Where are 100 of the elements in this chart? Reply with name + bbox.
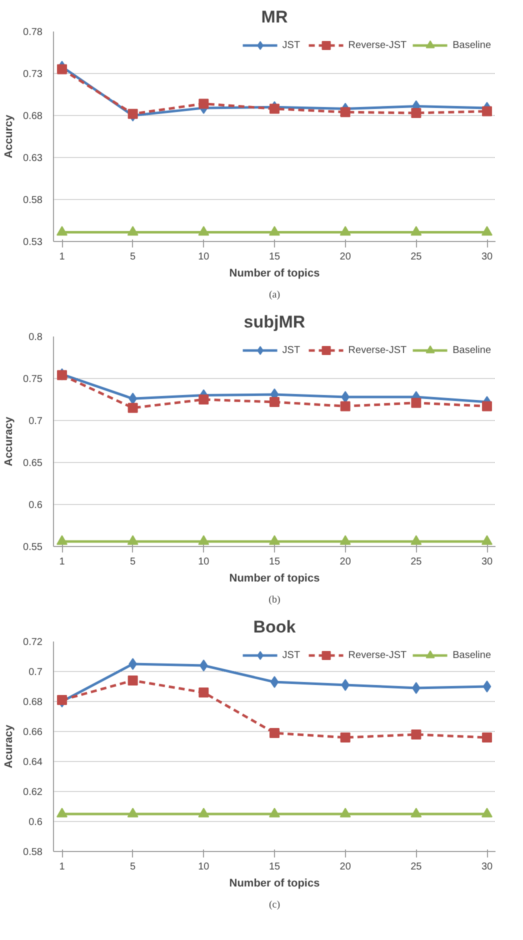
x-tick-label: 25 (410, 556, 422, 568)
point (270, 728, 280, 738)
x-tick-label: 30 (481, 862, 493, 872)
y-tick-label: 0.64 (23, 757, 43, 768)
point (270, 397, 280, 408)
point (56, 535, 68, 545)
point (410, 226, 422, 236)
legend-label: Reverse-JST (348, 344, 407, 356)
x-tick-label: 30 (481, 556, 493, 568)
point (340, 107, 350, 118)
x-tick-label: 5 (130, 862, 136, 872)
y-tick-label: 0.58 (23, 847, 43, 858)
legend-label: Reverse-JST (348, 40, 407, 50)
point (340, 732, 350, 742)
y-tick-label: 0.7 (28, 416, 43, 427)
x-tick-label: 1 (59, 556, 66, 568)
y-tick-label: 0.66 (23, 727, 43, 738)
point (482, 226, 492, 236)
chart-title: subjMR (244, 312, 306, 332)
x-axis-title: Number of topics (229, 268, 320, 280)
legend-label: JST (282, 650, 302, 660)
y-axis-title: Acuracy (3, 724, 16, 768)
point (269, 808, 280, 818)
point (128, 658, 137, 670)
point (127, 808, 138, 818)
text: (a) (268, 290, 280, 300)
point (128, 402, 138, 413)
legend-label: JST (282, 40, 302, 50)
point (340, 535, 351, 545)
y-tick-label: 0.6 (28, 500, 43, 511)
x-tick-label: 5 (130, 252, 136, 262)
point (341, 679, 350, 691)
y-tick-label: 0.68 (23, 697, 43, 708)
point (269, 226, 280, 236)
point (269, 535, 280, 545)
y-tick-label: 0.63 (23, 153, 43, 164)
y-tick-label: 0.8 (28, 332, 43, 343)
x-tick-label: 25 (410, 252, 422, 262)
point (482, 808, 492, 818)
point (340, 401, 350, 412)
y-tick-label: 0.72 (23, 637, 43, 648)
x-axis-title: Number of topics (229, 572, 320, 584)
point (482, 401, 492, 412)
point (411, 398, 422, 408)
y-tick-label: 0.58 (23, 195, 43, 206)
y-tick-label: 0.55 (23, 542, 43, 553)
point (127, 226, 138, 236)
text: (b) (268, 594, 280, 606)
legend-label: JST (282, 344, 302, 356)
x-tick-label: 30 (481, 252, 493, 262)
point (482, 106, 492, 116)
point (410, 808, 422, 818)
point (198, 226, 210, 236)
legend-label: Baseline (452, 344, 491, 356)
legend-label: Baseline (452, 650, 491, 660)
point (56, 226, 68, 236)
y-tick-label: 0.78 (23, 27, 43, 38)
x-axis-title: Number of topics (229, 878, 320, 890)
point (198, 688, 209, 698)
point (411, 108, 422, 118)
x-tick-label: 15 (268, 252, 280, 262)
x-tick-label: 20 (340, 252, 352, 262)
y-tick-label: 0.68 (23, 111, 43, 122)
y-tick-label: 0.62 (23, 787, 43, 798)
y-tick-label: 0.73 (23, 69, 43, 80)
point (57, 64, 67, 74)
chart-title: MR (261, 8, 288, 26)
x-tick-label: 1 (59, 862, 66, 872)
point (482, 535, 492, 545)
x-tick-label: 1 (59, 252, 66, 262)
point (340, 226, 351, 236)
legend-label: Baseline (452, 40, 491, 50)
x-tick-label: 10 (198, 556, 210, 568)
point (57, 695, 67, 705)
point (482, 732, 492, 742)
x-tick-label: 20 (340, 862, 352, 872)
x-tick-label: 5 (130, 556, 136, 568)
point (198, 98, 209, 109)
x-tick-label: 15 (268, 862, 280, 872)
x-tick-label: 25 (410, 862, 422, 872)
y-tick-label: 0.53 (23, 237, 43, 248)
x-tick-label: 10 (198, 252, 210, 262)
x-tick-label: 10 (198, 862, 210, 872)
text: (c) (268, 900, 280, 910)
point (270, 676, 279, 688)
point (128, 108, 138, 119)
point (270, 104, 280, 114)
y-axis-title: Accurcy (3, 114, 16, 158)
chart-title: Book (253, 618, 296, 636)
x-tick-label: 15 (268, 556, 280, 568)
point (200, 660, 208, 672)
point (56, 808, 68, 818)
legend-label: Reverse-JST (348, 650, 407, 660)
point (482, 680, 492, 692)
y-tick-label: 0.6 (28, 817, 43, 828)
point (128, 676, 138, 686)
point (412, 682, 420, 694)
point (198, 808, 210, 818)
point (411, 730, 422, 740)
point (127, 535, 138, 545)
